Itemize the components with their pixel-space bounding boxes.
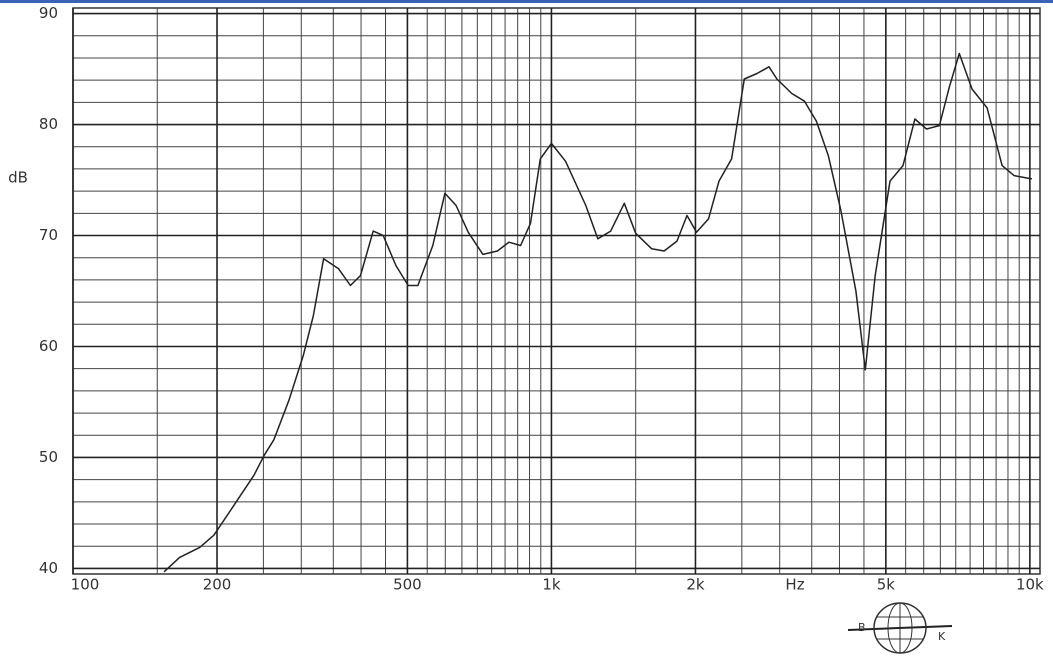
top-border [0,0,1053,3]
logo-left: B [858,621,866,634]
x-tick-label: 500 [393,576,422,594]
y-tick-label: 70 [39,226,58,244]
y-tick-label: 40 [39,559,58,577]
x-tick-label: 200 [203,576,232,594]
logo-right: K [938,630,946,643]
x-tick-label: 1k [542,576,561,594]
x-axis-label: Hz [785,576,804,594]
logo: B K [847,602,953,654]
plot-area [72,7,1041,575]
y-tick-label: 50 [39,448,58,466]
response-curve [163,52,1033,573]
y-tick-label: 60 [39,337,58,355]
x-tick-label: 10k [1016,576,1044,594]
x-tick-label: 100 [71,576,100,594]
x-tick-label: 5k [877,576,896,594]
y-tick-label: 90 [39,4,58,22]
y-axis-label: dB [8,169,28,187]
y-tick-label: 80 [39,115,58,133]
x-tick-label: 2k [686,576,705,594]
